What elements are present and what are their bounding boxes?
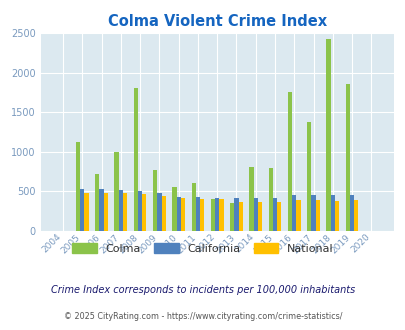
Bar	[349, 195, 354, 231]
Bar	[253, 198, 257, 231]
Legend: Colma, California, National: Colma, California, National	[72, 243, 333, 254]
Bar	[257, 202, 262, 231]
Bar	[200, 199, 204, 231]
Bar	[287, 92, 292, 231]
Bar	[234, 198, 238, 231]
Bar	[315, 200, 319, 231]
Bar	[334, 201, 339, 231]
Text: © 2025 CityRating.com - https://www.cityrating.com/crime-statistics/: © 2025 CityRating.com - https://www.city…	[64, 312, 341, 321]
Bar	[114, 152, 118, 231]
Bar	[153, 170, 157, 231]
Bar	[172, 187, 176, 231]
Bar	[133, 88, 138, 231]
Bar	[330, 195, 334, 231]
Bar	[311, 195, 315, 231]
Bar	[191, 183, 195, 231]
Bar	[84, 193, 88, 231]
Bar	[215, 198, 219, 231]
Bar	[161, 196, 165, 231]
Bar	[95, 174, 99, 231]
Bar	[326, 39, 330, 231]
Bar	[103, 193, 108, 231]
Bar	[272, 198, 277, 231]
Bar	[219, 199, 223, 231]
Bar	[176, 197, 180, 231]
Title: Colma Violent Crime Index: Colma Violent Crime Index	[107, 14, 326, 29]
Bar	[345, 84, 349, 231]
Bar	[292, 195, 296, 231]
Bar	[157, 193, 161, 231]
Bar	[210, 199, 215, 231]
Bar	[238, 202, 242, 231]
Bar	[99, 189, 103, 231]
Bar	[268, 168, 272, 231]
Bar	[142, 194, 146, 231]
Bar	[277, 202, 281, 231]
Text: Crime Index corresponds to incidents per 100,000 inhabitants: Crime Index corresponds to incidents per…	[51, 285, 354, 295]
Bar	[296, 200, 300, 231]
Bar	[195, 197, 200, 231]
Bar	[123, 193, 127, 231]
Bar	[138, 191, 142, 231]
Bar	[307, 122, 311, 231]
Bar	[80, 189, 84, 231]
Bar	[249, 167, 253, 231]
Bar	[354, 200, 358, 231]
Bar	[180, 198, 185, 231]
Bar	[118, 190, 123, 231]
Bar	[230, 203, 234, 231]
Bar	[76, 142, 80, 231]
